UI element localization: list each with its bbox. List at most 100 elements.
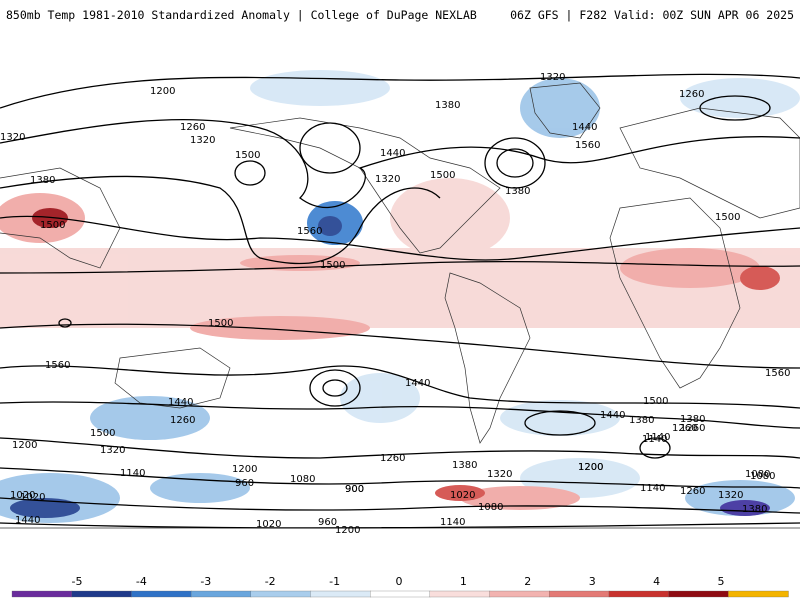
contour-label: 1200 [578,462,603,473]
contour-closed [322,379,348,397]
contour-label: 1080 [290,474,315,485]
contour-label: 1200 [232,464,257,475]
contour-closed [309,369,361,407]
colorbar-swatch [11,590,73,598]
contour-label: 1380 [30,175,55,186]
contour-label: 1200 [150,86,175,97]
colorbar-tick-label: -4 [136,575,147,588]
contour-label: 1500 [90,428,115,439]
contour-label: 1260 [170,415,195,426]
model-run-info: 06Z GFS | F282 Valid: 00Z SUN APR 06 202… [510,8,794,22]
contour-label: 1260 [672,423,697,434]
contour-label: 1140 [640,483,665,494]
contour-line [0,467,800,489]
contour-label: 1320 [487,469,512,480]
contour-label: 1020 [450,490,475,501]
contour-label: 1260 [680,486,705,497]
contour-label: 1320 [540,72,565,83]
contour-closed [699,95,771,121]
continent-greenland [529,82,601,139]
anomaly-shading [0,70,800,523]
contour-label: 1020 [20,492,45,503]
contour-label: 1440 [168,397,193,408]
contour-label: 1260 [180,122,205,133]
contour-label: 1200 [578,462,603,473]
anomaly-area [32,208,68,228]
colorbar-swatch [668,590,729,598]
contour-label: 1080 [750,471,775,482]
colorbar-legend: -5 -4 -3 -2 -1 0 1 2 3 4 5 [0,560,800,600]
contour-label: 1500 [208,318,233,329]
colorbar-swatch [310,590,371,598]
contour-label: 1320 [190,135,215,146]
contour-label: 1440 [572,122,597,133]
contour-label: 1140 [645,432,670,443]
anomaly-area [740,266,780,290]
contour-label: 1320 [100,445,125,456]
contour-label: 1140 [440,517,465,528]
continent-eurasia [619,107,800,219]
colorbar-swatch [489,590,550,598]
anomaly-area [500,400,620,436]
contour-label: 1440 [15,515,40,526]
contour-line [0,497,800,514]
contour-label: 1380 [742,504,767,515]
contour-label: 1560 [575,140,600,151]
contour-label: 1320 [718,490,743,501]
map-title: 850mb Temp 1981-2010 Standardized Anomal… [6,8,477,22]
colorbar-swatch [71,590,133,598]
colorbar-tick-label: -3 [200,575,211,588]
contour-line [0,175,441,265]
anomaly-area [435,485,485,501]
contour-label: 1560 [297,226,322,237]
contour-label: 900 [345,484,364,495]
contour-line [0,118,800,209]
colorbar-swatch [429,590,491,598]
colorbar-swatch [549,590,610,598]
contour-label: 1560 [45,360,70,371]
anomaly-area [460,486,580,510]
contour-line [0,522,800,529]
continent-south-america [444,272,531,444]
contour-closed [234,160,266,186]
colorbar-tick-label: -5 [72,575,83,588]
colorbar-swatch [250,590,312,598]
colorbar-swatch [608,590,670,598]
anomaly-area [318,216,342,236]
continent-australia [114,347,231,409]
contour-label: 1380 [452,460,477,471]
anomaly-map: 1200 1260 1320 1380 1440 1500 1560 1140 … [0,68,800,538]
contour-closed [639,437,671,459]
contour-label: 1500 [643,396,668,407]
contour-label: 1140 [642,434,667,445]
contour-line [0,437,800,459]
contour-label: 1560 [765,368,790,379]
contour-label: 1380 [680,414,705,425]
contour-closed [299,122,361,174]
colorbar-swatch [370,590,431,598]
contour-label: 1200 [335,525,360,536]
contour-line [0,215,800,261]
anomaly-area [190,316,370,340]
continent-asia [0,167,121,269]
colorbar-tick-label: 2 [524,575,531,588]
colorbar-tick-label: 4 [653,575,660,588]
contour-label: 1500 [430,170,455,181]
contour-closed [484,137,546,189]
contour-label: 960 [318,517,337,528]
contour-label: 1260 [380,453,405,464]
contour-label: 1380 [435,100,460,111]
contour-line [0,365,800,409]
colorbar-swatch [728,590,789,598]
colorbar-swatch [190,590,252,598]
contour-closed [496,148,534,178]
contour-label: 1440 [405,378,430,389]
contour-label: 1080 [478,502,503,513]
contour-label: 1260 [679,89,704,100]
continent-outlines [0,82,800,529]
contour-line [0,260,800,274]
contour-closed [58,318,72,328]
contour-label: 1380 [505,186,530,197]
contour-label: 1020 [256,519,281,530]
contour-label: 1500 [715,212,740,223]
